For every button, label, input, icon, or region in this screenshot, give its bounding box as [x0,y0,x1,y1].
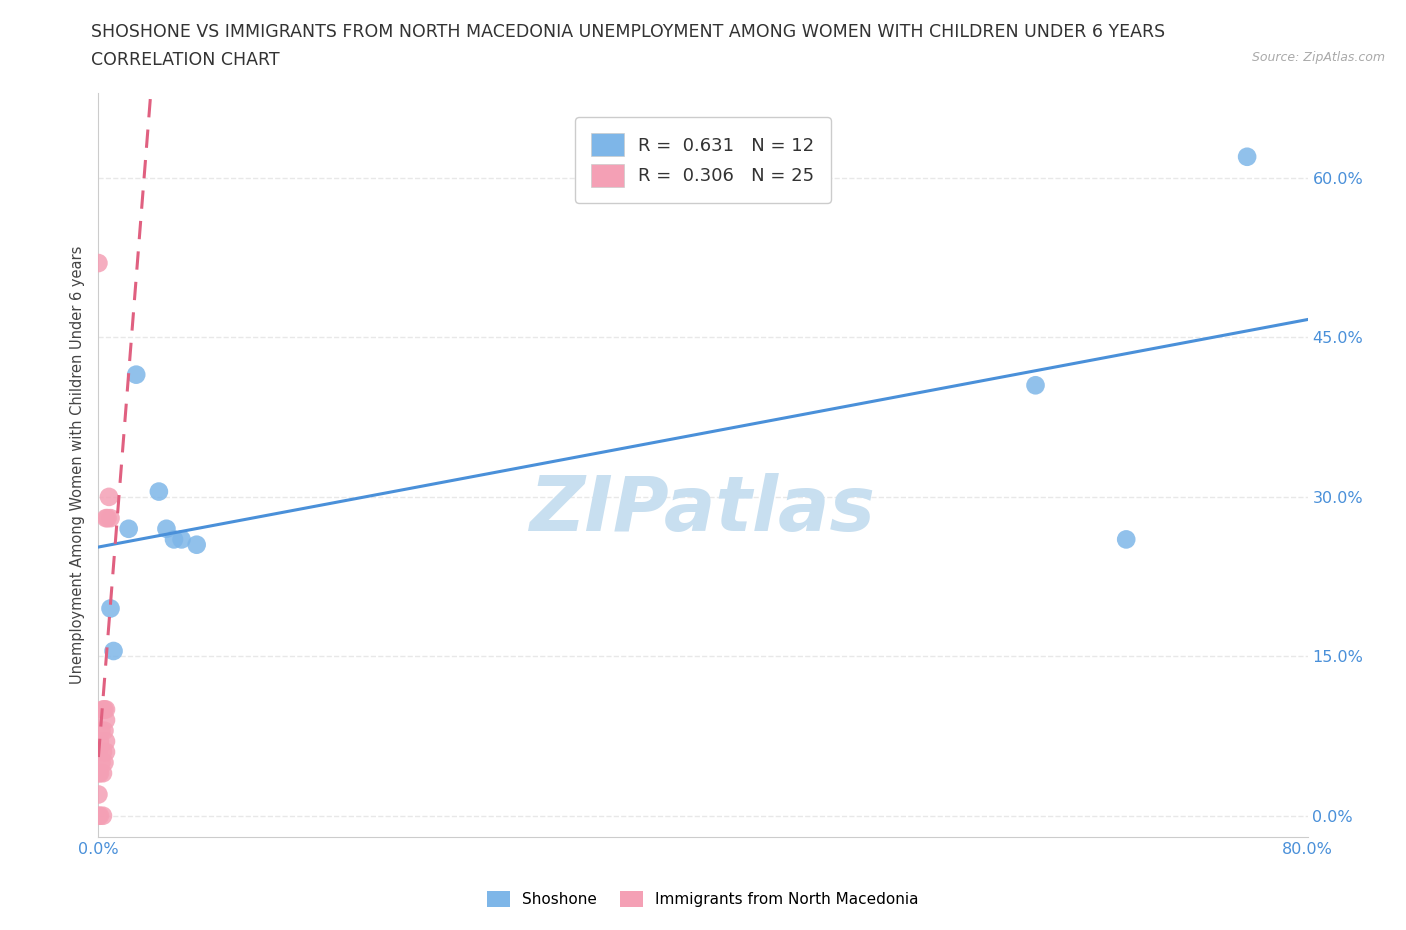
Y-axis label: Unemployment Among Women with Children Under 6 years: Unemployment Among Women with Children U… [69,246,84,684]
Text: ZIPatlas: ZIPatlas [530,472,876,547]
Point [103,644,125,658]
Point [90,755,112,770]
Point [155,522,177,537]
Point [89,765,111,780]
Point [89,808,111,823]
Text: Source: ZipAtlas.com: Source: ZipAtlas.com [1251,51,1385,64]
Point [1024,378,1046,392]
Point [93,724,115,738]
Point [87,787,110,802]
Point [91,702,114,717]
Point [93,755,115,770]
Point [100,601,122,616]
Point [125,367,148,382]
Point [87,745,110,760]
Point [94,734,117,749]
Point [148,485,170,499]
Point [100,511,122,525]
Point [1236,150,1258,165]
Point [87,765,110,780]
Point [118,522,141,537]
Point [91,765,114,780]
Point [96,511,118,525]
Point [170,532,193,547]
Legend: R =  0.631   N = 12, R =  0.306   N = 25: R = 0.631 N = 12, R = 0.306 N = 25 [575,117,831,203]
Point [91,808,114,823]
Point [94,511,117,525]
Point [93,702,115,717]
Text: SHOSHONE VS IMMIGRANTS FROM NORTH MACEDONIA UNEMPLOYMENT AMONG WOMEN WITH CHILDR: SHOSHONE VS IMMIGRANTS FROM NORTH MACEDO… [91,23,1166,41]
Point [98,489,121,504]
Point [1115,532,1137,547]
Point [87,256,110,271]
Point [94,745,117,760]
Point [163,532,186,547]
Point [90,724,112,738]
Point [91,745,114,760]
Point [87,808,110,823]
Point [94,702,117,717]
Point [94,712,117,727]
Point [89,734,111,749]
Legend: Shoshone, Immigrants from North Macedonia: Shoshone, Immigrants from North Macedoni… [481,884,925,913]
Text: CORRELATION CHART: CORRELATION CHART [91,51,280,69]
Point [186,538,208,552]
